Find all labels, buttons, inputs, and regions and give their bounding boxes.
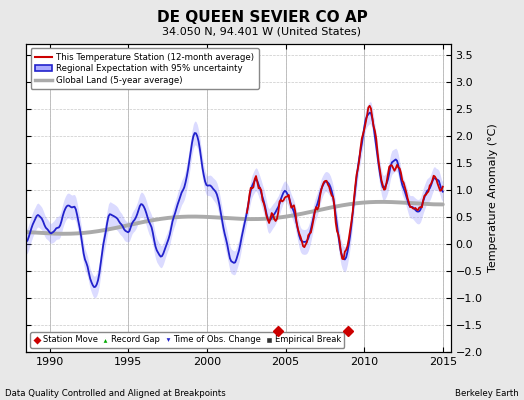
Text: Data Quality Controlled and Aligned at Breakpoints: Data Quality Controlled and Aligned at B… xyxy=(5,389,226,398)
Y-axis label: Temperature Anomaly (°C): Temperature Anomaly (°C) xyxy=(488,124,498,272)
Text: Berkeley Earth: Berkeley Earth xyxy=(455,389,519,398)
Text: DE QUEEN SEVIER CO AP: DE QUEEN SEVIER CO AP xyxy=(157,10,367,25)
Legend: Station Move, Record Gap, Time of Obs. Change, Empirical Break: Station Move, Record Gap, Time of Obs. C… xyxy=(30,332,344,348)
Text: 34.050 N, 94.401 W (United States): 34.050 N, 94.401 W (United States) xyxy=(162,26,362,36)
